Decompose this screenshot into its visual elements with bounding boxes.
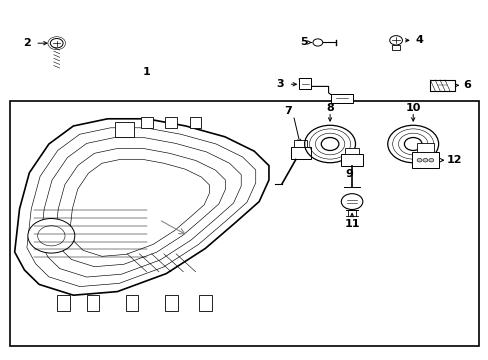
Bar xyxy=(330,94,352,103)
Bar xyxy=(189,117,201,128)
Circle shape xyxy=(28,219,75,253)
Bar xyxy=(290,147,310,159)
Bar xyxy=(341,154,362,166)
Bar xyxy=(57,295,70,311)
Text: 3: 3 xyxy=(276,79,284,89)
Text: 1: 1 xyxy=(142,67,150,77)
Text: 11: 11 xyxy=(344,219,359,229)
Text: 12: 12 xyxy=(446,155,462,165)
Circle shape xyxy=(422,158,427,162)
Bar xyxy=(115,122,134,137)
Bar xyxy=(299,78,311,89)
Text: 4: 4 xyxy=(414,35,422,45)
Bar xyxy=(10,101,478,346)
Bar xyxy=(429,80,454,91)
Bar xyxy=(411,152,438,168)
Bar xyxy=(141,117,152,128)
Text: 6: 6 xyxy=(462,80,470,90)
Bar xyxy=(391,45,399,50)
Bar xyxy=(294,140,306,147)
Text: 7: 7 xyxy=(284,106,292,116)
Text: 8: 8 xyxy=(325,103,333,113)
Circle shape xyxy=(428,158,433,162)
Bar xyxy=(199,295,211,311)
Bar xyxy=(125,295,138,311)
Text: 2: 2 xyxy=(23,38,31,48)
Polygon shape xyxy=(15,119,268,295)
Text: 9: 9 xyxy=(345,168,353,179)
Circle shape xyxy=(341,194,362,210)
Text: 5: 5 xyxy=(300,37,307,48)
Text: 10: 10 xyxy=(405,103,420,113)
Bar xyxy=(165,117,177,128)
Bar xyxy=(164,295,177,311)
Circle shape xyxy=(416,158,421,162)
Bar xyxy=(416,143,433,152)
Bar xyxy=(86,295,99,311)
Bar xyxy=(345,148,358,154)
